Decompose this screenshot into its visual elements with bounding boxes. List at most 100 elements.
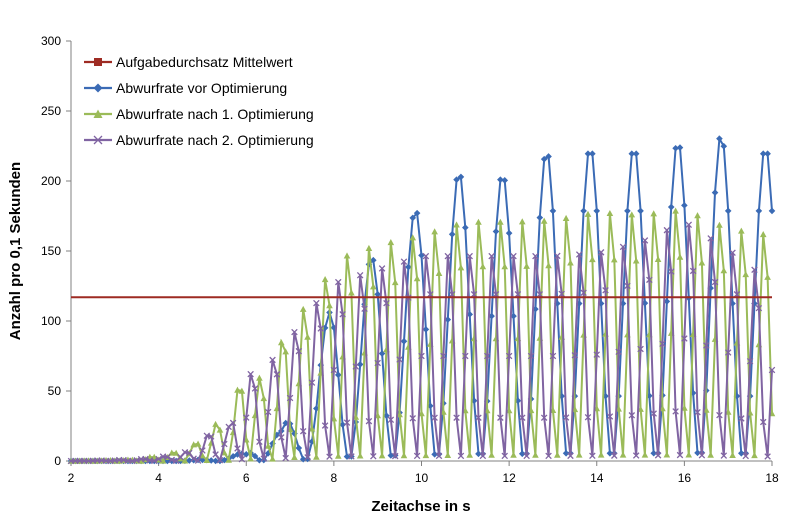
x-marker bbox=[238, 455, 246, 463]
triangle-marker bbox=[282, 348, 289, 355]
series-layer bbox=[67, 135, 776, 465]
x-tick-label: 8 bbox=[331, 471, 338, 485]
triangle-marker bbox=[326, 302, 333, 309]
x-marker bbox=[330, 366, 338, 374]
x-marker bbox=[444, 252, 452, 260]
x-marker bbox=[738, 415, 745, 422]
x-marker bbox=[663, 226, 671, 234]
diamond-marker bbox=[672, 144, 679, 152]
diamond-marker bbox=[580, 207, 587, 215]
x-marker bbox=[575, 251, 583, 258]
triangle-marker bbox=[431, 228, 438, 235]
x-marker bbox=[435, 452, 443, 460]
x-marker bbox=[370, 452, 377, 460]
x-marker bbox=[229, 419, 237, 427]
diamond-marker bbox=[738, 449, 745, 457]
x-marker bbox=[602, 287, 609, 294]
triangle-marker bbox=[413, 275, 421, 282]
triangle-marker bbox=[545, 262, 552, 269]
diamond-marker bbox=[234, 451, 241, 458]
diamond-marker bbox=[387, 452, 395, 459]
triangle-marker bbox=[278, 339, 285, 346]
x-marker bbox=[409, 415, 416, 422]
triangle-marker bbox=[378, 452, 386, 459]
triangle-marker bbox=[334, 452, 342, 459]
x-marker bbox=[492, 291, 500, 298]
legend-label: Abwurfrate nach 1. Optimierung bbox=[116, 106, 314, 122]
triangle-marker bbox=[562, 214, 570, 221]
triangle-marker bbox=[759, 230, 767, 238]
triangle-marker bbox=[435, 269, 443, 276]
diamond-marker bbox=[505, 229, 513, 237]
diamond-marker bbox=[540, 155, 548, 163]
triangle-marker bbox=[501, 263, 509, 270]
x-marker bbox=[264, 408, 272, 416]
x-marker bbox=[497, 414, 504, 421]
x-marker bbox=[391, 452, 399, 460]
x-marker bbox=[755, 304, 763, 312]
x-marker bbox=[694, 408, 701, 416]
diamond-marker bbox=[444, 316, 452, 323]
diamond-marker bbox=[273, 431, 281, 439]
triangle-marker bbox=[742, 270, 750, 278]
triangle-marker bbox=[203, 456, 211, 464]
x-marker bbox=[299, 427, 307, 435]
x-marker bbox=[155, 455, 162, 463]
triangle-marker bbox=[457, 264, 465, 271]
triangle-marker bbox=[260, 395, 268, 402]
x-marker bbox=[562, 414, 570, 421]
x-tick-label: 4 bbox=[155, 471, 162, 485]
triangle-marker bbox=[751, 451, 758, 459]
x-tick-label: 14 bbox=[590, 471, 604, 485]
x-marker bbox=[667, 268, 675, 275]
diamond-marker bbox=[168, 457, 176, 465]
triangle-marker bbox=[619, 451, 627, 458]
x-marker bbox=[216, 456, 224, 464]
x-marker bbox=[278, 434, 285, 441]
triangle-marker bbox=[606, 209, 614, 217]
legend-label: Aufgabedurchsatz Mittelwert bbox=[116, 54, 293, 70]
diamond-marker bbox=[93, 83, 103, 93]
diamond-marker bbox=[584, 150, 592, 158]
legend-item: Abwurfrate nach 2. Optimierung bbox=[84, 132, 314, 148]
x-marker bbox=[650, 410, 657, 417]
triangle-marker bbox=[510, 451, 517, 458]
diamond-marker bbox=[453, 176, 460, 183]
x-marker bbox=[746, 357, 754, 365]
x-marker bbox=[387, 416, 395, 423]
x-marker bbox=[510, 252, 517, 260]
triangle-marker bbox=[523, 262, 530, 269]
x-marker bbox=[282, 454, 289, 462]
triangle-marker bbox=[194, 440, 202, 447]
diamond-marker bbox=[755, 207, 763, 215]
diamond-marker bbox=[536, 214, 544, 221]
x-marker bbox=[352, 363, 360, 370]
triangle-marker bbox=[365, 244, 373, 252]
diamond-marker bbox=[475, 450, 482, 458]
diamond-marker bbox=[405, 263, 412, 271]
x-marker bbox=[742, 452, 749, 460]
diamond-marker bbox=[374, 290, 381, 298]
x-marker bbox=[273, 371, 281, 378]
x-marker bbox=[632, 452, 640, 459]
diamond-marker bbox=[299, 455, 307, 463]
triangle-marker bbox=[654, 255, 662, 262]
diamond-marker bbox=[370, 256, 377, 264]
x-marker bbox=[339, 311, 346, 318]
x-marker bbox=[207, 433, 215, 440]
triangle-marker bbox=[720, 267, 728, 274]
diamond-marker bbox=[637, 207, 644, 215]
diamond-marker bbox=[462, 224, 469, 231]
diamond-marker bbox=[606, 449, 614, 457]
triangle-marker bbox=[497, 218, 504, 225]
x-marker bbox=[641, 237, 649, 244]
x-marker bbox=[251, 385, 259, 392]
triangle-marker bbox=[93, 109, 103, 118]
diamond-marker bbox=[304, 455, 311, 463]
x-marker bbox=[457, 452, 465, 460]
triangle-marker bbox=[764, 273, 771, 280]
triangle-marker bbox=[247, 455, 254, 462]
diamond-marker bbox=[413, 209, 421, 217]
diamond-marker bbox=[492, 228, 500, 235]
x-marker bbox=[348, 453, 355, 460]
